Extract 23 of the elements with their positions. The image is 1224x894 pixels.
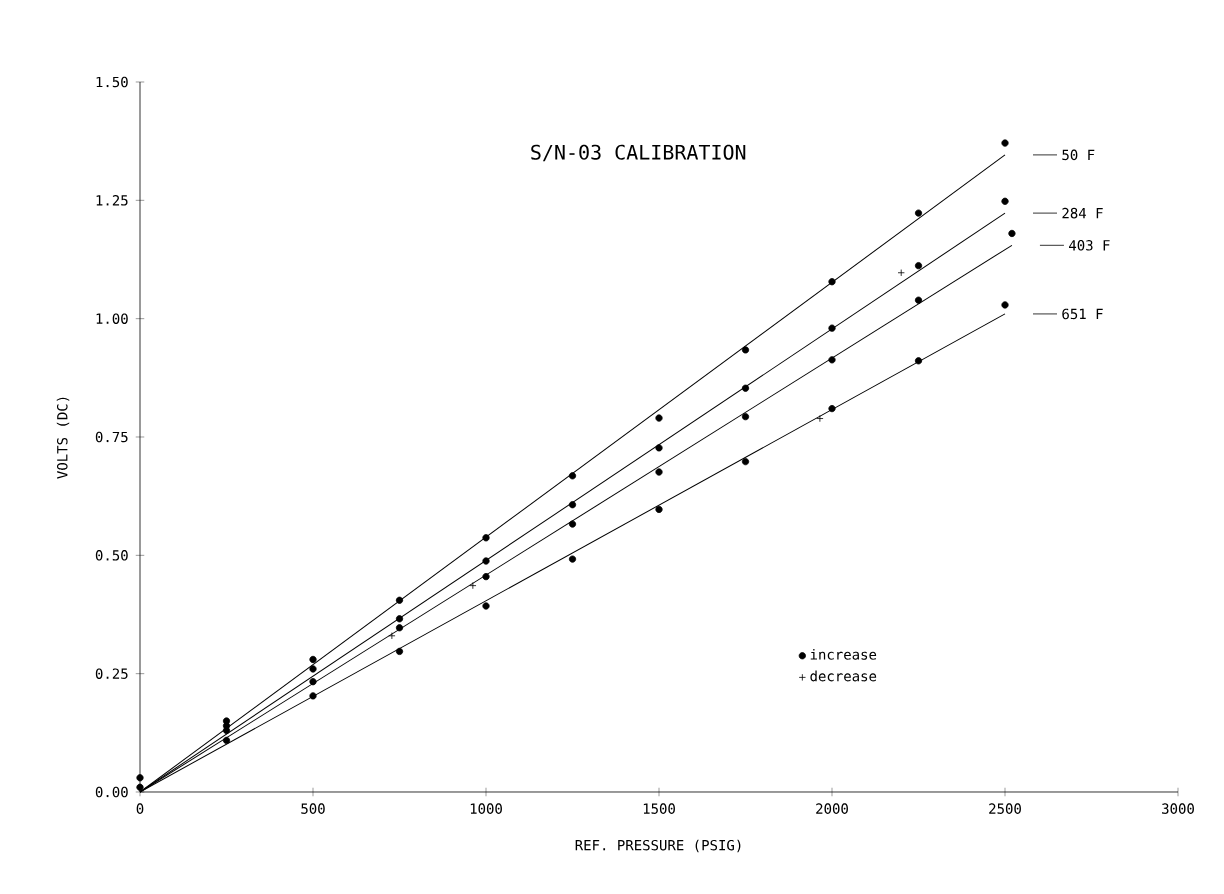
legend-label: 651 F <box>1062 308 1103 320</box>
x-tick-label: 500 <box>301 803 325 814</box>
y-tick-label: 0.75 <box>95 431 128 443</box>
x-tick-label: 1000 <box>470 803 502 814</box>
legend-label: decrease <box>810 670 877 682</box>
x-tick-label: 1500 <box>643 803 675 814</box>
x-tick-label: 2500 <box>989 803 1021 814</box>
legend-label: 284 F <box>1062 207 1103 219</box>
y-axis-title: VOLTS (DC) <box>56 397 70 479</box>
y-tick-label: 1.25 <box>96 195 128 206</box>
legend-label: increase <box>810 648 877 660</box>
legend-label: 50 F <box>1062 149 1095 161</box>
legend-label: 403 F <box>1069 240 1110 251</box>
y-tick-label: 0.50 <box>95 550 128 561</box>
y-tick-label: 1.50 <box>96 76 128 88</box>
y-tick-label: 1.00 <box>96 313 128 324</box>
x-axis-title: REF. PRESSURE (PSIG) <box>575 839 741 853</box>
x-tick-label: 3000 <box>1162 803 1194 814</box>
x-tick-label: 2000 <box>816 803 848 814</box>
text: S/N-03 CALIBRATION <box>531 144 746 162</box>
y-tick-label: 0.25 <box>95 668 128 679</box>
x-tick-label: 0 <box>136 803 144 814</box>
y-tick-label: 0.00 <box>95 786 128 798</box>
